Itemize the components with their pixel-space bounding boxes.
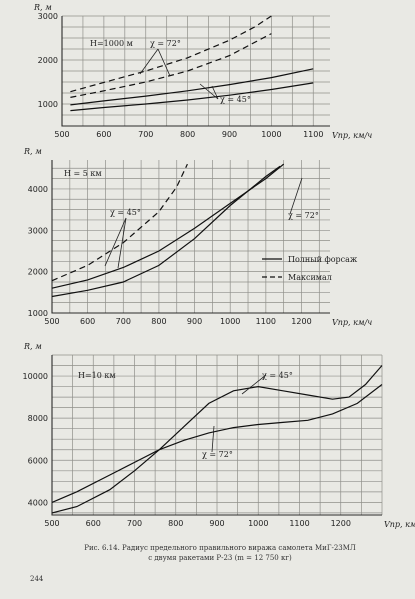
x-tick-label: 700 (127, 519, 142, 528)
annotation-pointer (104, 217, 127, 267)
grid (61, 15, 330, 127)
x-tick-label: 1000 (261, 130, 281, 139)
x-tick-label: 1100 (289, 519, 309, 528)
y-tick-label: 8000 (28, 414, 48, 423)
x-tick-label: 1200 (291, 317, 311, 326)
annotation-pointer (211, 425, 215, 453)
annotation: χ = 72° (202, 450, 233, 459)
annotation-pointer (139, 48, 159, 75)
annotation-pointer (157, 48, 171, 77)
annotation-pointer (117, 217, 127, 269)
series-line-1 (51, 163, 188, 282)
legend-label: Полный форсаж (288, 255, 358, 264)
y-tick-label: 3000 (38, 12, 58, 21)
caption-line-1: Рис. 6.14. Радиус предельного правильног… (84, 544, 356, 552)
annotation: H=10 км (78, 371, 116, 380)
axes (61, 16, 330, 127)
annotation-pointer (289, 177, 303, 215)
y-axis-label: R, м (23, 147, 42, 156)
y-tick-label: 2000 (28, 268, 48, 277)
x-tick-label: 1100 (303, 130, 323, 139)
x-tick-label: 600 (86, 519, 101, 528)
y-tick-label: 6000 (28, 456, 48, 465)
y-tick-label: 3000 (28, 226, 48, 235)
y-tick-label: 4000 (28, 498, 48, 507)
page-number: 244 (30, 575, 44, 583)
axes (51, 160, 330, 314)
axes (51, 355, 382, 516)
y-tick-label: 4000 (28, 185, 48, 194)
series-line-2 (51, 384, 383, 503)
chart-panel-3: 500 600 700 800 900 1000 1100 1200 4000 6000 8000 1… (23, 342, 415, 529)
x-tick-label: 800 (168, 519, 183, 528)
y-tick-label: 10000 (23, 372, 48, 381)
x-axis-label: Vпр, км/ч (332, 318, 372, 327)
x-tick-label: 700 (138, 130, 153, 139)
x-tick-label: 500 (44, 317, 59, 326)
y-axis-label: R, м (23, 342, 42, 351)
y-tick-label: 1000 (38, 100, 58, 109)
x-tick-label: 600 (80, 317, 95, 326)
annotation: χ = 72° (150, 39, 181, 48)
x-tick-label: 800 (180, 130, 195, 139)
series-line-3 (70, 68, 314, 106)
grid (51, 354, 383, 515)
annotation: χ = 45° (110, 208, 141, 217)
x-tick-label: 900 (222, 130, 237, 139)
annotation-pointer (199, 83, 219, 100)
series-line-3 (51, 165, 281, 298)
figure-caption: Рис. 6.14. Радиус предельного правильног… (40, 543, 400, 563)
annotation: χ = 72° (288, 211, 319, 220)
y-axis-label: R, м (33, 3, 52, 12)
legend-label: Максимал (288, 273, 332, 282)
x-tick-label: 600 (96, 130, 111, 139)
x-tick-label: 500 (54, 130, 69, 139)
caption-line-2: с двумя ракетами Р-23 (m = 12 750 кг) (148, 554, 292, 562)
x-tick-label: 1200 (331, 519, 351, 528)
x-tick-label: 1000 (220, 317, 240, 326)
x-tick-label: 900 (209, 519, 224, 528)
x-axis-label: Vпр, км/ч (384, 520, 415, 529)
series-line-2 (70, 33, 272, 98)
annotation-pointer (241, 374, 267, 395)
grid (51, 160, 330, 314)
x-tick-label: 500 (44, 519, 59, 528)
annotation: χ = 45° (220, 95, 251, 104)
y-tick-label: 1000 (28, 309, 48, 318)
x-axis-label: Vпр, км/ч (332, 131, 372, 140)
chart-panel-2: 500 600 700 800 900 1000 1100 1200 1000 2000 3000 4… (23, 147, 372, 327)
x-tick-label: 1100 (256, 317, 276, 326)
annotation: H=1000 м (90, 39, 133, 48)
series-line-1 (51, 365, 383, 514)
x-tick-label: 1000 (248, 519, 268, 528)
y-tick-label: 2000 (38, 56, 58, 65)
x-tick-label: 700 (116, 317, 131, 326)
series-line-2 (51, 163, 285, 289)
annotation-pointer (211, 85, 219, 100)
series-line-1 (70, 15, 272, 93)
x-tick-label: 900 (187, 317, 202, 326)
x-tick-label: 800 (151, 317, 166, 326)
annotation: χ = 45° (262, 371, 293, 380)
annotation: H = 5 км (64, 169, 102, 178)
series-line-4 (70, 82, 314, 112)
